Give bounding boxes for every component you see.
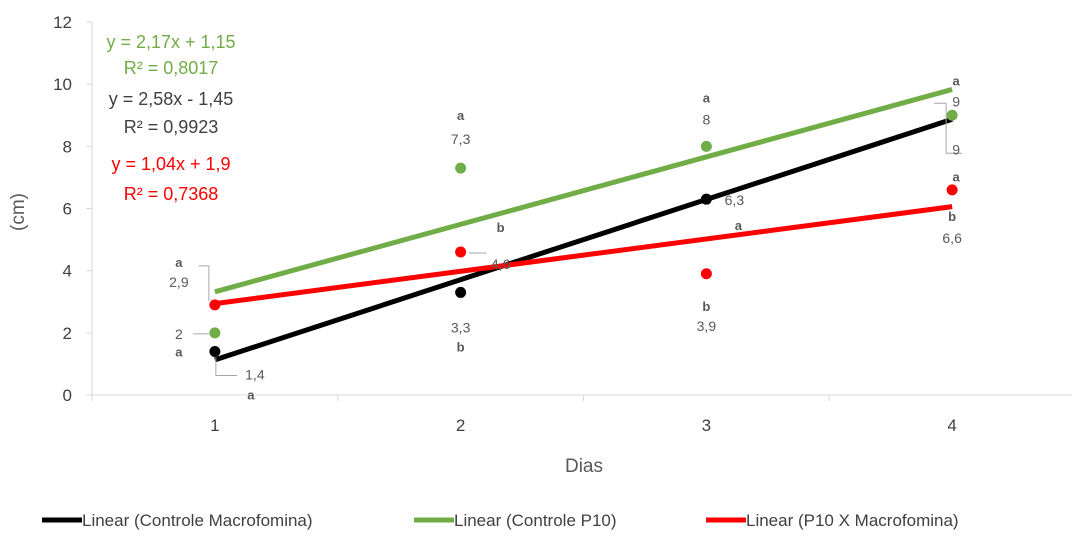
value-label: 9 [952, 141, 960, 157]
value-label: 6,3 [725, 192, 745, 208]
trendline-equations: y = 2,17x + 1,15 R² = 0,8017 y = 2,58x - 1… [106, 32, 235, 204]
equation-p10-r2: R² = 0,8017 [124, 58, 219, 78]
legend-label-p10macro: Linear (P10 X Macrofomina) [746, 511, 959, 530]
trendline-p10 [214, 87, 953, 295]
equation-macro-equation: y = 2,58x - 1,45 [109, 89, 234, 109]
equation-p10-equation: y = 2,17x + 1,15 [106, 32, 235, 52]
letter-label: a [953, 169, 961, 184]
label-leader-lines [192, 102, 963, 376]
letter-label: b [702, 299, 710, 314]
value-label: 7,3 [451, 131, 471, 147]
letter-label: b [457, 339, 465, 354]
letter-label: a [703, 90, 711, 105]
value-label: 2,9 [169, 274, 189, 290]
data-point-macro [700, 193, 712, 205]
x-axis-title: Dias [565, 456, 603, 477]
leader-line [198, 265, 210, 301]
value-label: 6,6 [942, 230, 962, 246]
leader-line [934, 102, 963, 154]
equation-p10macro-equation: y = 1,04x + 1,9 [111, 154, 230, 174]
trendline-p10macro [214, 204, 953, 307]
y-tick-label: 2 [63, 324, 72, 343]
y-tick-label: 8 [63, 137, 72, 156]
x-tick-label: 3 [702, 416, 711, 435]
letter-label: a [953, 73, 961, 88]
data-labels: 2,9 a 2 a 1,4 a a 7,3 b 4,6 3,3 b a 8 6,3 b 3,9 a a 9 9 a b 6,6 [169, 73, 962, 402]
data-point-p10macro [700, 268, 712, 280]
value-label: 3,9 [697, 318, 717, 334]
trendline-macro [214, 116, 953, 363]
y-axis-title: (cm) [8, 193, 29, 231]
data-point-p10macro [209, 299, 221, 311]
equation-p10macro-r2: R² = 0,7368 [124, 184, 219, 204]
data-point-macro [209, 345, 221, 357]
data-point-macro [455, 286, 467, 298]
legend: Linear (Controle Macrofomina) Linear (Con… [42, 511, 959, 530]
data-point-p10 [455, 162, 467, 174]
y-tick-label: 12 [53, 13, 72, 32]
x-tick-label: 2 [456, 416, 465, 435]
letter-label: a [175, 255, 183, 270]
value-label: 8 [702, 111, 710, 127]
letter-label: a [457, 108, 465, 123]
data-point-p10 [209, 327, 221, 339]
letter-label: a [247, 387, 255, 402]
y-tick-label: 10 [53, 75, 72, 94]
value-label: 4,6 [491, 256, 511, 272]
data-point-p10macro [455, 246, 467, 258]
data-point-p10 [946, 109, 958, 121]
letter-label: b [497, 220, 505, 235]
value-label: 2 [175, 326, 183, 342]
legend-label-macro: Linear (Controle Macrofomina) [82, 511, 313, 530]
value-label: 9 [952, 93, 960, 109]
data-points [209, 109, 958, 357]
letter-label: a [175, 344, 183, 359]
data-point-p10macro [946, 184, 958, 196]
value-label: 3,3 [451, 319, 471, 335]
equation-macro-r2: R² = 0,9923 [124, 117, 219, 137]
leader-line [215, 357, 237, 376]
x-tick-label: 1 [210, 416, 219, 435]
y-tick-label: 4 [63, 262, 72, 281]
letter-label: a [735, 218, 743, 233]
value-label: 1,4 [245, 366, 265, 382]
y-tick-label: 6 [63, 200, 72, 219]
y-tick-label: 0 [63, 386, 72, 405]
letter-label: b [948, 209, 956, 224]
data-point-p10 [700, 140, 712, 152]
trendlines [214, 87, 953, 363]
legend-label-p10: Linear (Controle P10) [454, 511, 617, 530]
x-tick-label: 4 [947, 416, 956, 435]
